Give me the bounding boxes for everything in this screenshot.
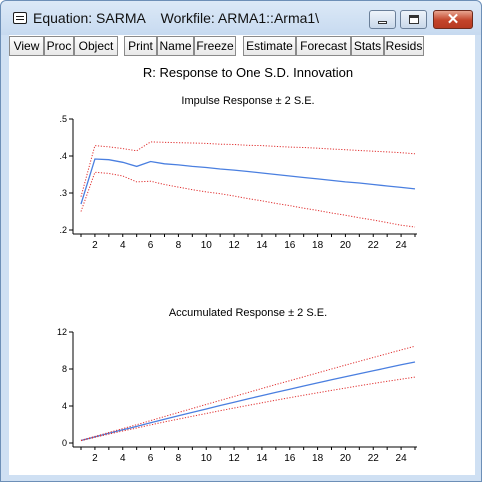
x-tick-label: 8 <box>176 240 182 251</box>
y-tick-label: .3 <box>59 188 67 198</box>
x-tick-label: 16 <box>284 453 296 464</box>
x-tick-label: 12 <box>229 453 241 464</box>
y-tick-label: .5 <box>59 114 67 124</box>
system-menu-icon[interactable] <box>13 12 27 24</box>
lower-series-line <box>80 376 416 442</box>
response-series-line <box>80 158 416 205</box>
x-tick-label: 10 <box>201 240 213 251</box>
x-tick-label: 14 <box>256 453 268 464</box>
x-tick-label: 12 <box>229 240 241 251</box>
graph-view: R: Response to One S.D. Innovation Impul… <box>9 57 475 475</box>
x-tick-label: 18 <box>312 240 324 251</box>
x-tick-label: 2 <box>92 453 98 464</box>
proc-button[interactable]: Proc <box>44 36 74 56</box>
x-tick-label: 24 <box>396 453 408 464</box>
chart-title: Impulse Response ± 2 S.E. <box>181 95 314 107</box>
chart-title: Accumulated Response ± 2 S.E. <box>169 307 327 319</box>
x-tick-label: 24 <box>396 240 408 251</box>
resids-button[interactable]: Resids <box>384 36 424 56</box>
x-tick-label: 6 <box>148 240 154 251</box>
main-title: R: Response to One S.D. Innovation <box>143 65 353 80</box>
close-icon: ✕ <box>446 11 460 28</box>
estimate-button[interactable]: Estimate <box>243 36 296 56</box>
maximize-icon <box>409 15 419 24</box>
stats-button[interactable]: Stats <box>351 36 384 56</box>
x-tick-label: 6 <box>148 453 154 464</box>
minimize-button[interactable] <box>369 10 396 29</box>
x-tick-label: 22 <box>368 453 380 464</box>
maximize-button[interactable] <box>400 10 427 29</box>
x-tick-label: 20 <box>340 240 352 251</box>
y-tick-label: 4 <box>62 401 67 411</box>
lower-series-line <box>80 171 416 228</box>
x-tick-label: 4 <box>120 240 126 251</box>
x-tick-label: 20 <box>340 453 352 464</box>
name-button[interactable]: Name <box>157 36 194 56</box>
close-button[interactable]: ✕ <box>433 10 473 29</box>
y-tick-label: .2 <box>59 225 67 235</box>
x-tick-label: 18 <box>312 453 324 464</box>
response-series-line <box>80 361 416 442</box>
object-button[interactable]: Object <box>74 36 118 56</box>
title-bar[interactable]: Equation: SARMA Workfile: ARMA1::Arma1\ … <box>1 1 481 35</box>
print-button[interactable]: Print <box>124 36 157 56</box>
window-title: Equation: SARMA Workfile: ARMA1::Arma1\ <box>33 10 320 26</box>
forecast-button[interactable]: Forecast <box>296 36 351 56</box>
minimize-icon <box>378 21 387 24</box>
response-graph: R: Response to One S.D. Innovation Impul… <box>57 65 417 464</box>
view-button[interactable]: View <box>9 36 44 56</box>
x-tick-label: 10 <box>201 453 213 464</box>
impulse-response-chart: Impulse Response ± 2 S.E. .2.3.4.52 4 6 8 10… <box>59 95 417 251</box>
x-tick-label: 2 <box>92 240 98 251</box>
y-tick-label: .4 <box>59 151 67 161</box>
upper-series-line <box>80 345 416 441</box>
x-tick-label: 14 <box>256 240 268 251</box>
y-tick-label: 12 <box>57 327 67 337</box>
x-tick-label: 22 <box>368 240 380 251</box>
upper-series-line <box>80 141 416 197</box>
x-tick-label: 8 <box>176 453 182 464</box>
x-tick-label: 4 <box>120 453 126 464</box>
x-tick-label: 16 <box>284 240 296 251</box>
toolbar: View Proc Object Print Name Freeze Estim… <box>9 35 475 57</box>
y-tick-label: 0 <box>62 438 67 448</box>
y-tick-label: 8 <box>62 364 67 374</box>
freeze-button[interactable]: Freeze <box>194 36 236 56</box>
